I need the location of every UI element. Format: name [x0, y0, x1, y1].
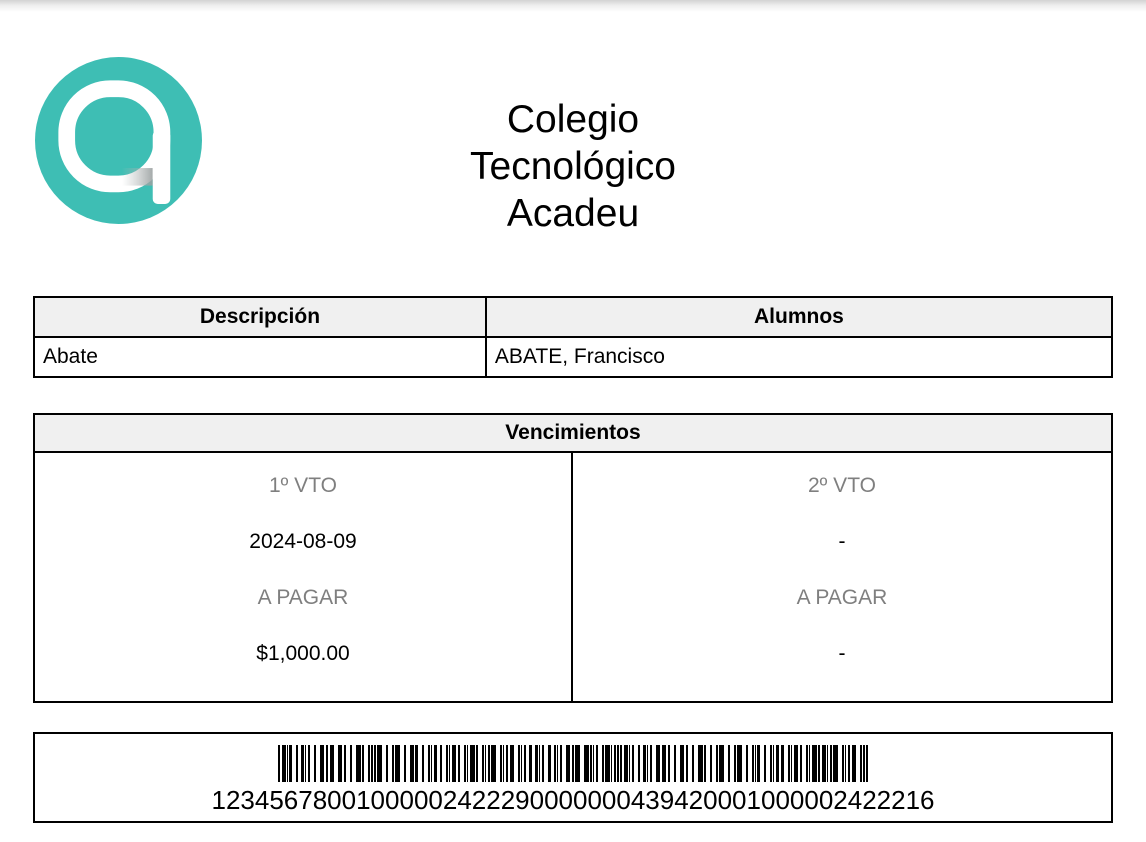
vencimientos-title: Vencimientos — [35, 415, 1111, 453]
acadeu-logo-icon — [35, 57, 202, 224]
description-table-data-row: Abate ABATE, Francisco — [35, 338, 1111, 376]
school-title: Colegio Tecnológico Acadeu — [0, 96, 1146, 237]
school-title-line1: Colegio — [506, 98, 640, 142]
second-amount: - — [838, 642, 846, 665]
second-due-date: - — [838, 530, 846, 553]
barcode-box: 1234567800100000242229000000043942000100… — [33, 732, 1113, 823]
alumnos-column-header: Alumnos — [754, 305, 844, 328]
second-due-label: 2º VTO — [808, 474, 876, 497]
school-title-line3: Acadeu — [506, 192, 640, 236]
description-column-header: Descripción — [35, 298, 487, 336]
barcode-number: 1234567800100000242229000000043942000100… — [211, 785, 935, 815]
first-pay-label: A PAGAR — [257, 586, 349, 609]
description-table: Descripción Alumnos Abate ABATE, Francis… — [33, 296, 1113, 378]
second-pay-label: A PAGAR — [796, 586, 888, 609]
first-due-column: 1º VTO 2024-08-09 A PAGAR $1,000.00 — [35, 453, 573, 701]
top-shadow — [0, 0, 1146, 12]
alumnos-value: ABATE, Francisco — [494, 345, 665, 368]
description-table-header-row: Descripción Alumnos — [35, 298, 1111, 338]
second-due-column: 2º VTO - A PAGAR - — [573, 453, 1111, 701]
vencimientos-body: 1º VTO 2024-08-09 A PAGAR $1,000.00 2º V… — [35, 453, 1111, 701]
first-due-label: 1º VTO — [269, 474, 337, 497]
first-amount: $1,000.00 — [256, 642, 350, 665]
description-value: Abate — [35, 338, 487, 376]
vencimientos-table: Vencimientos 1º VTO 2024-08-09 A PAGAR $… — [33, 413, 1113, 703]
school-title-line2: Tecnológico — [470, 145, 676, 189]
barcode-bars-icon — [278, 745, 868, 782]
coupon-content: Descripción Alumnos Abate ABATE, Francis… — [33, 296, 1113, 823]
first-due-date: 2024-08-09 — [249, 530, 357, 553]
